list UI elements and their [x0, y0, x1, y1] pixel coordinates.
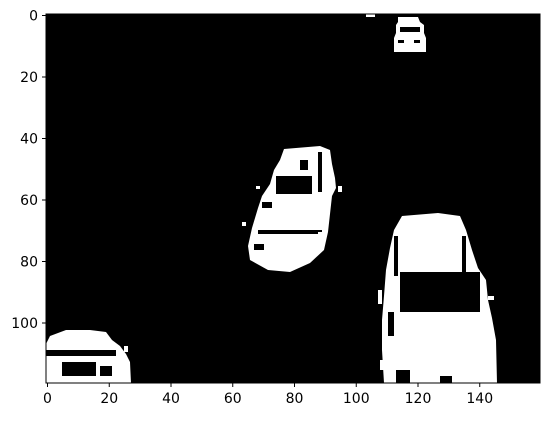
hole-top-car-lower: [398, 40, 404, 43]
hole-right-bottom-2: [440, 376, 452, 383]
hole-middle-lines: [300, 160, 308, 170]
blob-top-car: [394, 17, 426, 52]
speck-4: [378, 290, 382, 304]
x-tick-label: 140: [466, 391, 493, 407]
hole-bottom-left-block-2: [100, 366, 112, 376]
hole-bottom-left-stripe: [46, 350, 116, 356]
speck-6: [380, 360, 384, 370]
x-tick-label: 60: [224, 391, 242, 407]
hole-middle-window: [276, 176, 312, 194]
x-tick-label: 120: [405, 391, 432, 407]
x-tick-label: 100: [343, 391, 370, 407]
y-axis: 0 20 40 60 80 100: [11, 9, 46, 332]
y-tick-label: 40: [20, 132, 38, 148]
x-tick-label: 0: [43, 391, 52, 407]
x-tick-label: 80: [286, 391, 304, 407]
speck-9: [318, 232, 324, 238]
hole-middle-lower: [258, 230, 322, 234]
x-tick-label: 40: [162, 391, 180, 407]
y-tick-label: 100: [11, 316, 38, 332]
hole-middle-lower-2: [254, 244, 264, 250]
hole-right-lower: [388, 312, 394, 336]
mask-holes: [46, 27, 480, 383]
y-tick-label: 80: [20, 255, 38, 271]
hole-right-stripe-2: [462, 236, 466, 276]
speck-5: [488, 296, 494, 300]
y-tick-label: 0: [29, 9, 38, 25]
y-tick-label: 60: [20, 193, 38, 209]
hole-middle-stripe: [318, 152, 322, 192]
x-axis: 0 20 40 60 80 100 120 140: [43, 383, 493, 407]
hole-right-bottom: [396, 370, 410, 383]
speck-3: [338, 186, 342, 192]
speck-7: [488, 370, 494, 376]
axes-frame: [45, 13, 541, 384]
mask-specks: [124, 186, 494, 376]
hole-top-car-lower-2: [414, 40, 420, 43]
hole-top-car-window: [400, 27, 420, 32]
speck-1: [242, 222, 246, 226]
speck-8: [124, 346, 128, 352]
hole-right-window: [400, 272, 480, 312]
x-tick-label: 20: [100, 391, 118, 407]
y-tick-label: 20: [20, 70, 38, 86]
blob-top-speck: [366, 14, 375, 17]
hole-middle-gap: [262, 202, 272, 208]
speck-2: [256, 186, 260, 189]
hole-bottom-left-block: [62, 362, 96, 376]
hole-right-stripe: [394, 236, 398, 276]
blob-middle-car: [248, 146, 336, 272]
